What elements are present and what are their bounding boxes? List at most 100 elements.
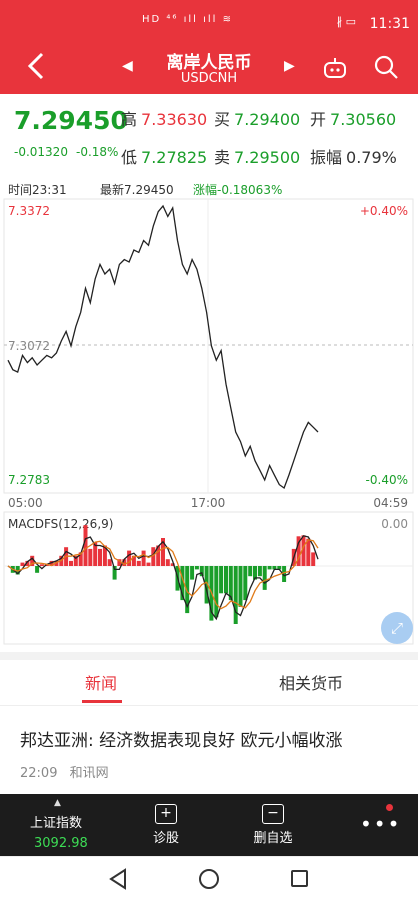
macd-bar <box>277 566 282 570</box>
macd-bar <box>296 536 301 566</box>
bottom-toolbar: ▲ 上证指数 3092.98 + 诊股 − 删自选 ••• <box>0 794 418 856</box>
prev-currency-icon[interactable]: ◀ <box>122 58 133 74</box>
sell-label: 卖 <box>214 148 231 167</box>
amplitude-value: 0.79% <box>346 148 397 167</box>
macd-bar <box>180 566 185 601</box>
back-arrow-icon[interactable] <box>22 50 52 82</box>
index-value: 3092.98 <box>34 836 88 851</box>
amplitude-quote: 振幅 0.79% <box>310 144 397 168</box>
intraday-chart[interactable]: 7.3372 7.3072 7.2783 +0.40% -0.40% 05:00… <box>0 198 418 650</box>
high-label: 高 <box>121 110 138 129</box>
macd-bar <box>127 550 132 566</box>
macd-bar <box>170 563 175 566</box>
quote-panel: 7.29450 -0.01320 -0.18% 高 7.33630 买 7.2940… <box>0 94 418 172</box>
macd-bar <box>224 566 228 594</box>
macd-bar <box>83 525 88 566</box>
macd-bar <box>156 545 161 566</box>
fullscreen-icon[interactable]: ⤢ <box>381 612 413 644</box>
buy-quote: 买 7.29400 <box>214 106 300 130</box>
diagnose-label: 诊股 <box>152 831 179 846</box>
macd-bar <box>238 566 243 607</box>
nav-bar: ◀ 离岸人民币 USDCNH ▶ <box>0 40 418 94</box>
bluetooth-battery-icons: ∦ ▭ <box>336 15 356 28</box>
macd-bar <box>301 535 306 566</box>
macd-bar <box>228 566 233 601</box>
macd-bar <box>141 550 146 566</box>
macd-dea-line <box>7 539 319 610</box>
macd-bar <box>69 560 73 566</box>
macd-bar <box>98 548 102 566</box>
macd-bar <box>151 547 156 566</box>
news-meta: 22:09 和讯网 <box>20 762 109 781</box>
y-bottom-label: 7.2783 <box>8 473 50 487</box>
macd-bar <box>15 566 20 575</box>
page-title: 离岸人民币 <box>166 53 252 73</box>
macd-bar <box>219 566 224 594</box>
search-icon[interactable] <box>373 54 399 80</box>
macd-zero-label: 0.00 <box>381 517 408 531</box>
tab-bar: 新闻 相关货币 <box>0 660 418 706</box>
remove-label: 删自选 <box>253 831 293 846</box>
macd-bar <box>102 545 107 566</box>
macd-bar <box>30 555 35 566</box>
price-change: -0.01320 <box>14 145 68 159</box>
system-recents-icon[interactable] <box>291 870 308 887</box>
chart-change: 涨幅-0.18063% <box>193 183 283 197</box>
diagnose-plus-icon: + <box>155 804 177 824</box>
macd-bar <box>20 562 25 566</box>
y-mid-label: 7.3072 <box>8 339 50 353</box>
chart-latest: 最新7.29450 <box>100 183 174 197</box>
robot-assistant-icon[interactable] <box>322 56 348 80</box>
news-source: 和讯网 <box>69 766 109 781</box>
macd-bar <box>73 555 78 566</box>
x-label-mid: 17:00 <box>191 496 226 510</box>
index-label[interactable]: 上证指数 <box>30 816 83 831</box>
macd-bar <box>165 559 170 566</box>
news-title[interactable]: 邦达亚洲: 经济数据表现良好 欧元小幅收涨 <box>20 731 343 751</box>
chart-time: 时间23:31 <box>8 183 67 197</box>
macd-bar <box>185 566 190 614</box>
macd-bar <box>248 566 253 577</box>
macd-bar <box>146 562 151 566</box>
pct-bottom-label: -0.40% <box>366 473 408 487</box>
macd-bar <box>311 552 316 566</box>
macd-bar <box>49 560 54 566</box>
x-label-start: 05:00 <box>8 496 43 510</box>
macd-bar <box>267 566 272 570</box>
macd-bar <box>131 555 136 566</box>
macd-bar <box>190 566 195 580</box>
high-value: 7.33630 <box>141 110 208 129</box>
buy-label: 买 <box>214 110 231 129</box>
macd-bar <box>253 566 257 580</box>
macd-bar <box>39 564 44 566</box>
macd-bars-group <box>7 525 319 624</box>
next-currency-icon[interactable]: ▶ <box>284 58 295 74</box>
macd-frame <box>3 511 414 645</box>
macd-bar <box>161 538 165 566</box>
notification-dot <box>386 804 393 811</box>
system-home-icon[interactable] <box>199 869 219 889</box>
low-quote: 低 7.27825 <box>121 144 207 168</box>
open-label: 开 <box>310 110 327 129</box>
tab-news[interactable]: 新闻 <box>85 674 118 693</box>
price-change-pct: -0.18% <box>76 145 119 159</box>
macd-bar <box>112 566 117 580</box>
page-subtitle: USDCNH <box>180 71 238 86</box>
price-line-group <box>7 204 319 490</box>
macd-bar <box>88 548 93 566</box>
diagnose-button[interactable]: + 诊股 <box>136 804 196 846</box>
macd-bar <box>136 560 141 566</box>
index-expand-icon[interactable]: ▲ <box>54 798 61 808</box>
system-back-icon[interactable] <box>108 868 128 890</box>
open-value: 7.30560 <box>330 110 397 129</box>
remove-watchlist-button[interactable]: − 删自选 <box>243 804 303 846</box>
more-icon[interactable]: ••• <box>360 812 402 836</box>
macd-bar <box>107 559 112 566</box>
macd-bar <box>272 566 277 570</box>
header-bar: HD ⁴⁶ ıll ıll ≋ ∦ ▭ 11:31 ◀ 离岸人民币 USDCNH… <box>0 0 418 94</box>
signal-icons: HD ⁴⁶ ıll ıll ≋ <box>142 14 234 25</box>
macd-label: MACDFS(12,26,9) <box>8 517 113 531</box>
buy-value: 7.29400 <box>234 110 301 129</box>
tab-related-currency[interactable]: 相关货币 <box>279 674 344 693</box>
